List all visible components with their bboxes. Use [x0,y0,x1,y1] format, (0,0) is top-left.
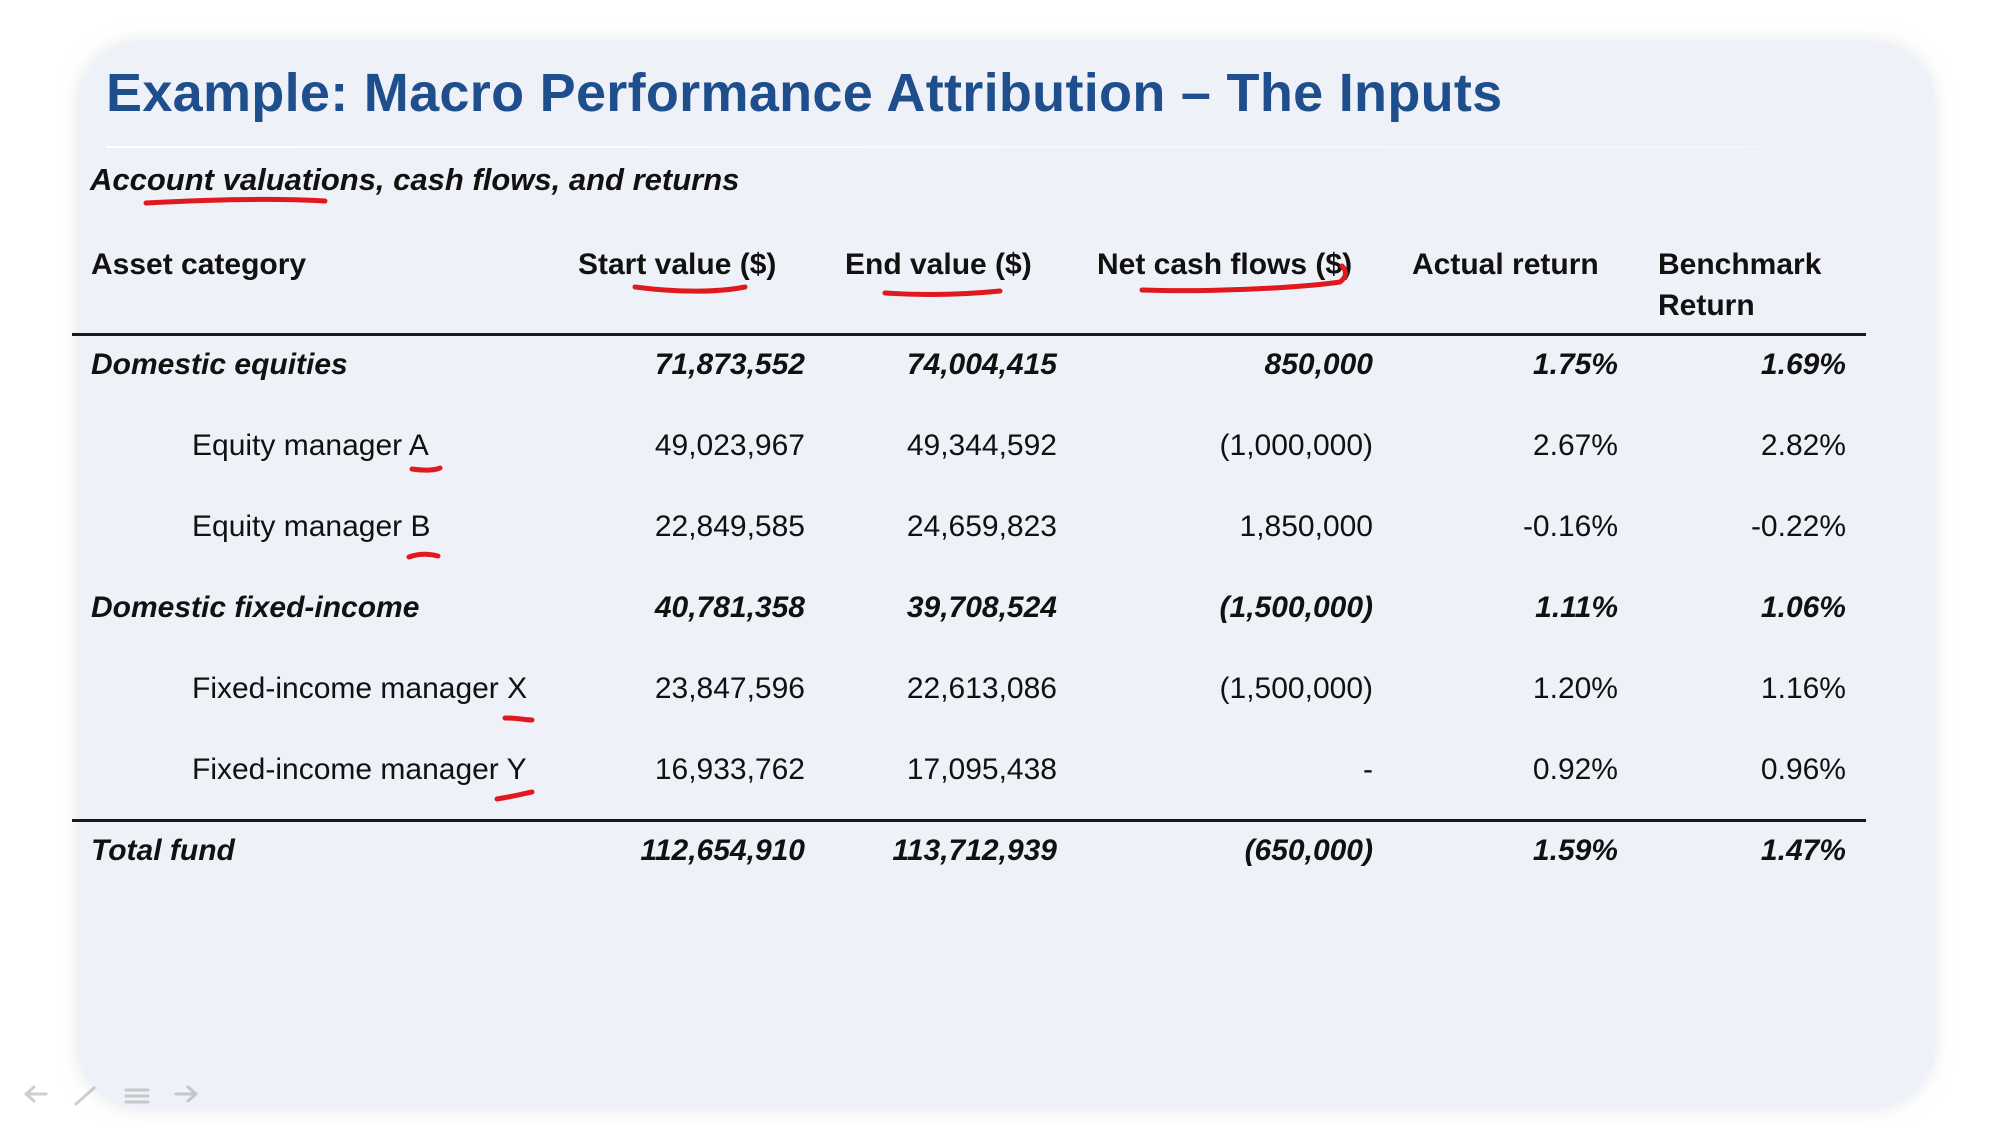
title-divider [106,146,1906,148]
header-asset-category: Asset category [91,248,307,281]
cell-category: Total fund [91,834,235,867]
cell-start: 112,654,910 [640,834,805,867]
header-benchmark-line1: Benchmark [1658,248,1822,281]
forward-arrow-icon[interactable] [174,1085,198,1103]
cell-benchmark: 1.06% [1760,591,1846,624]
cell-cash: (650,000) [1244,834,1373,867]
cell-cash: (1,000,000) [1219,429,1373,462]
cell-benchmark: 1.47% [1760,834,1846,867]
player-controls [12,1082,212,1117]
cell-benchmark: 2.82% [1760,429,1846,462]
table-row: Equity manager B 22,849,585 24,659,823 1… [0,505,2001,549]
table-row: Fixed-income manager Y 16,933,762 17,095… [0,748,2001,792]
menu-icon[interactable] [124,1088,150,1104]
header-net-cash-flows: Net cash flows ($) [1097,248,1353,281]
slide-title: Example: Macro Performance Attribution –… [106,63,1503,123]
cell-start: 40,781,358 [654,591,805,624]
header-start-value: Start value ($) [578,248,777,281]
cell-category: Equity manager B [192,510,431,543]
table-row: Fixed-income manager X 23,847,596 22,613… [0,667,2001,711]
cell-benchmark: 0.96% [1760,753,1846,786]
total-rule [72,819,1866,822]
cell-actual: 1.20% [1532,672,1618,705]
pen-icon[interactable] [74,1086,96,1106]
back-arrow-icon[interactable] [24,1085,48,1103]
cell-category: Domestic equities [91,348,348,381]
cell-end: 39,708,524 [906,591,1057,624]
cell-actual: 1.75% [1532,348,1618,381]
cell-end: 17,095,438 [906,753,1057,786]
header-end-value: End value ($) [845,248,1032,281]
cell-cash: (1,500,000) [1219,672,1373,705]
cell-benchmark: 1.69% [1760,348,1846,381]
cell-start: 23,847,596 [654,672,805,705]
cell-benchmark: -0.22% [1750,510,1846,543]
cell-start: 22,849,585 [654,510,805,543]
cell-actual: -0.16% [1522,510,1618,543]
cell-end: 49,344,592 [906,429,1057,462]
header-benchmark-line2: Return [1658,289,1755,322]
cell-cash: 1,850,000 [1239,510,1373,543]
header-benchmark-return: Benchmark Return [1658,244,1821,326]
cell-actual: 2.67% [1532,429,1618,462]
cell-category: Fixed-income manager Y [192,753,527,786]
cell-cash: - [1363,753,1373,786]
cell-category: Fixed-income manager X [192,672,528,705]
cell-cash: 850,000 [1264,348,1373,381]
cell-category: Equity manager A [192,429,429,462]
cell-cash: (1,500,000) [1219,591,1373,624]
slide-panel [78,42,1934,1108]
cell-actual: 0.92% [1532,753,1618,786]
cell-category: Domestic fixed-income [91,591,420,624]
cell-actual: 1.59% [1532,834,1618,867]
cell-benchmark: 1.16% [1760,672,1846,705]
cell-actual: 1.11% [1535,591,1618,624]
cell-start: 16,933,762 [654,753,805,786]
cell-end: 113,712,939 [892,834,1057,867]
header-rule [72,333,1866,336]
cell-start: 71,873,552 [654,348,805,381]
table-row: Domestic equities 71,873,552 74,004,415 … [0,343,2001,387]
table-row: Domestic fixed-income 40,781,358 39,708,… [0,586,2001,630]
cell-end: 24,659,823 [906,510,1057,543]
cell-end: 22,613,086 [906,672,1057,705]
table-row: Equity manager A 49,023,967 49,344,592 (… [0,424,2001,468]
total-row: Total fund 112,654,910 113,712,939 (650,… [0,829,2001,873]
table-subtitle: Account valuations, cash flows, and retu… [90,162,740,197]
cell-end: 74,004,415 [906,348,1057,381]
header-actual-return: Actual return [1412,248,1599,281]
cell-start: 49,023,967 [654,429,805,462]
